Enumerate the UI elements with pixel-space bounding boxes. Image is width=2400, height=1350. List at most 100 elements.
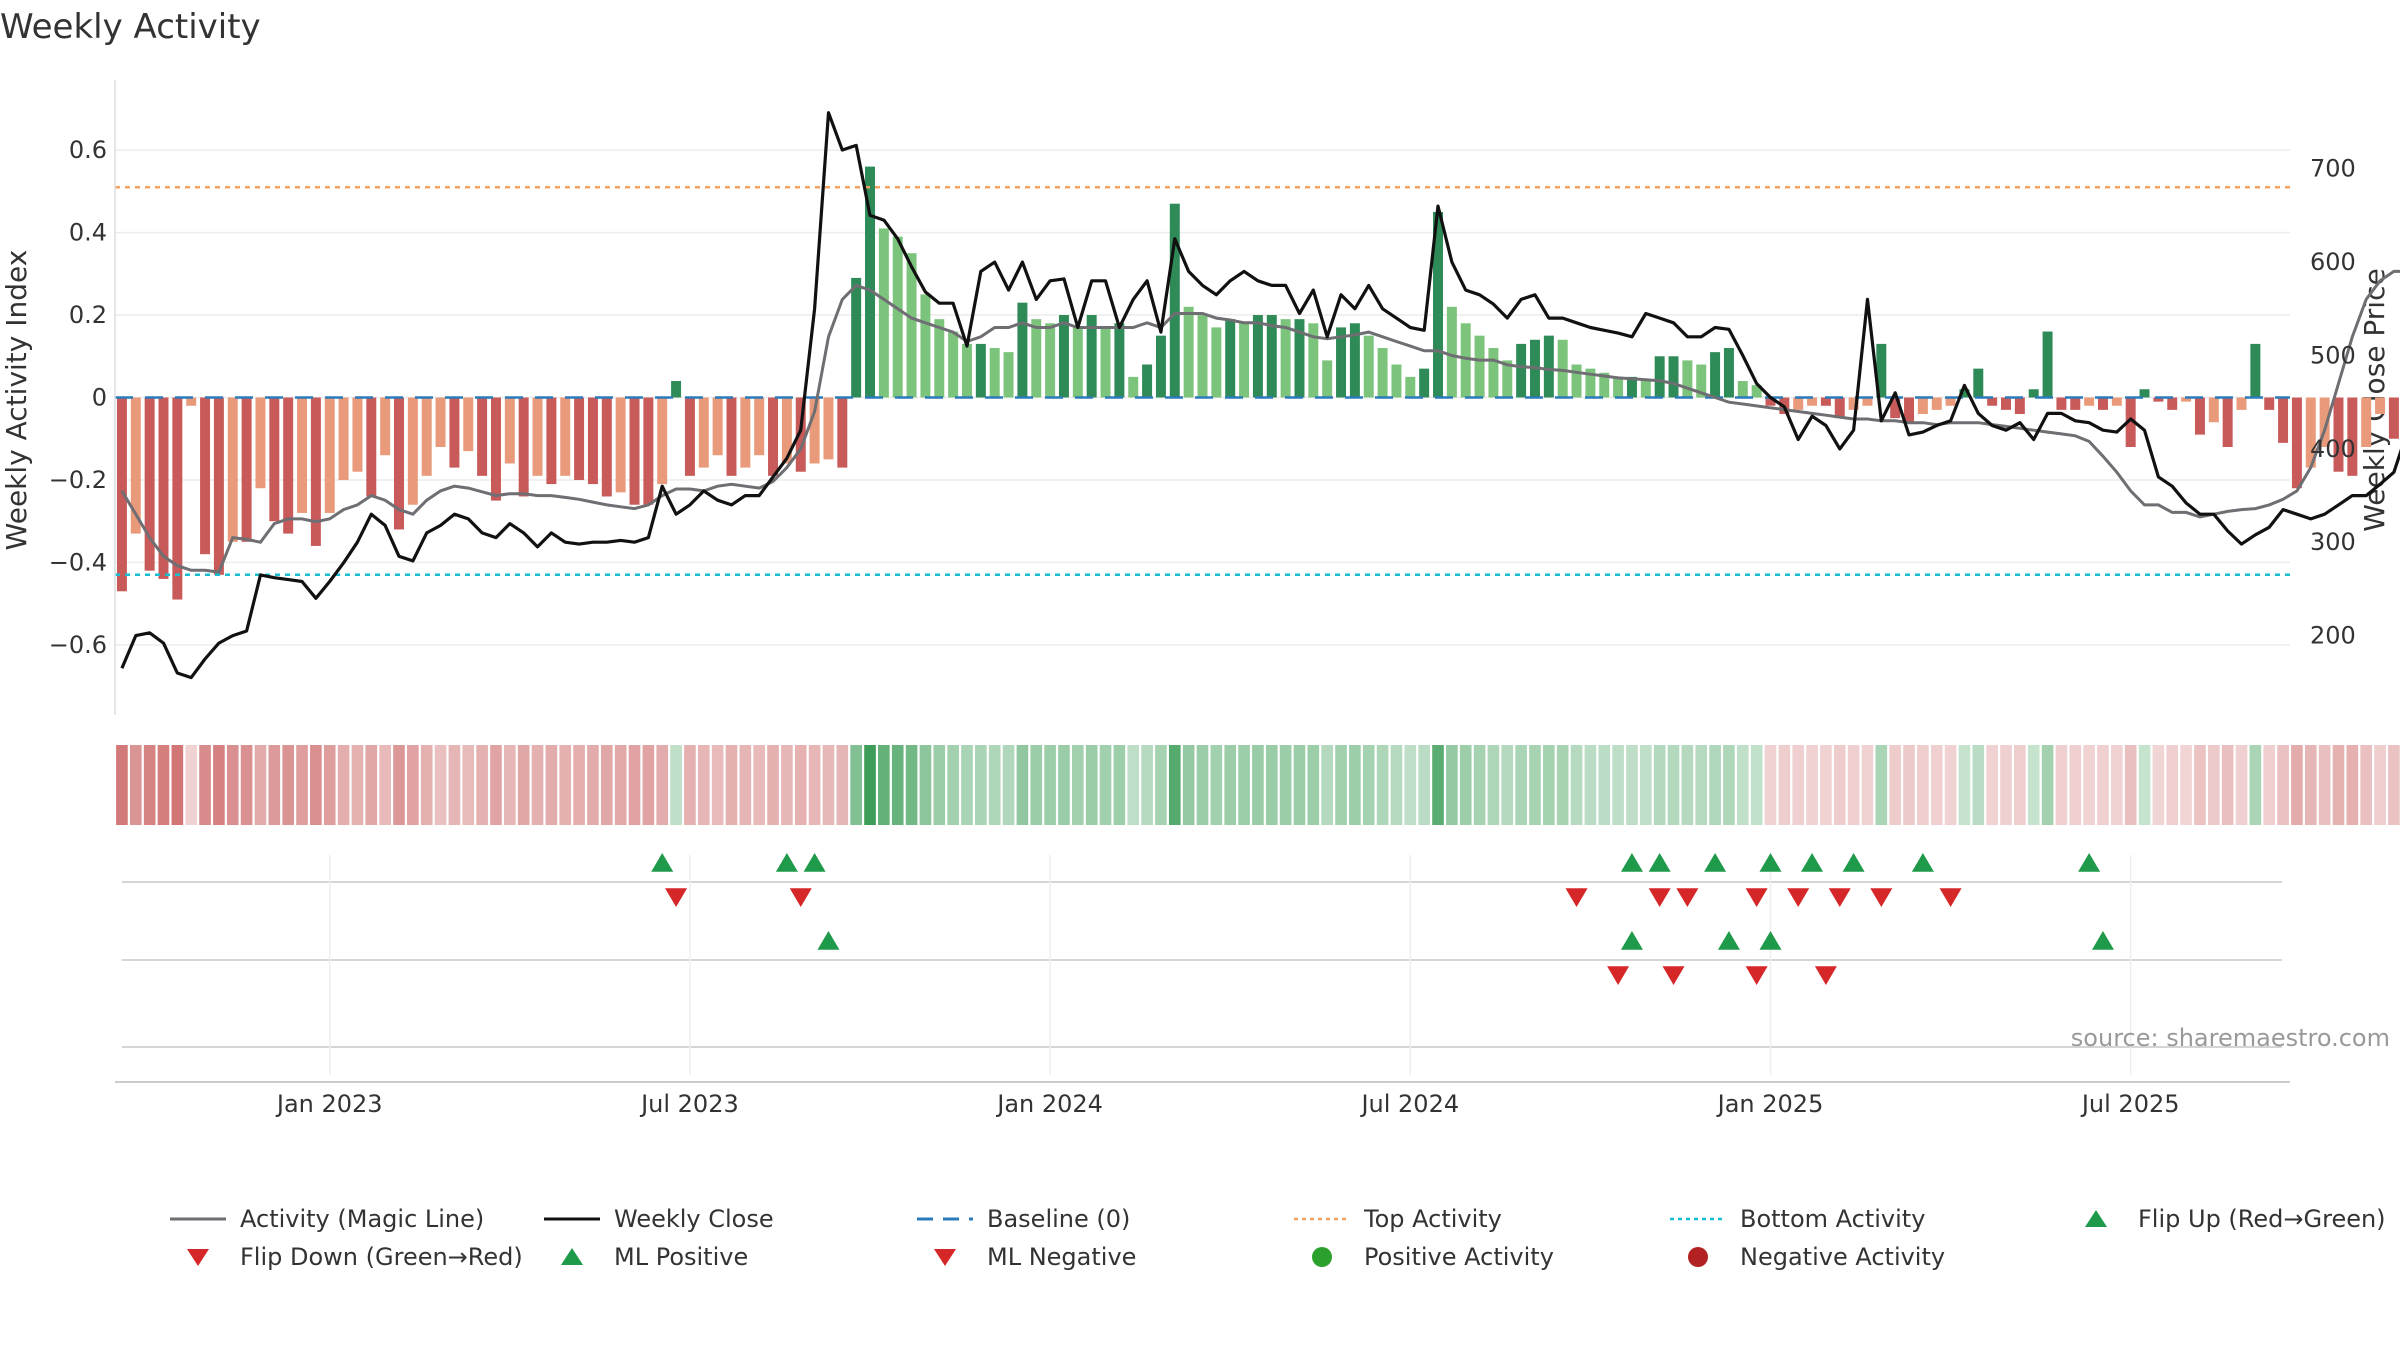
y-axis-label: Weekly Activity Index	[0, 250, 33, 551]
heat-cell	[1265, 745, 1278, 825]
activity-bar	[906, 253, 917, 398]
activity-bar	[2250, 343, 2261, 398]
activity-bar	[1045, 323, 1056, 398]
activity-bar	[1072, 327, 1083, 398]
activity-bar	[2097, 397, 2108, 410]
heat-cell	[1792, 745, 1805, 825]
heat-cell	[2277, 745, 2289, 825]
heat-cell	[1930, 745, 1943, 825]
heat-cell	[1709, 745, 1721, 825]
legend-swatch	[917, 1217, 973, 1221]
activity-bar	[2084, 397, 2095, 406]
activity-bar	[283, 397, 294, 534]
heat-cell	[1917, 745, 1929, 825]
heat-cell	[1515, 745, 1527, 825]
heat-cell	[2000, 745, 2012, 825]
activity-bar	[2194, 397, 2205, 435]
activity-bar	[1626, 376, 1637, 398]
heat-cell	[697, 745, 710, 825]
x-tick-label: Jan 2024	[995, 1090, 1103, 1118]
activity-bar	[1613, 376, 1624, 398]
heat-cell	[323, 745, 336, 825]
flip-up-marker	[1842, 853, 1865, 872]
legend-label: Top Activity	[1364, 1205, 1502, 1233]
activity-bar	[1017, 302, 1028, 398]
legend-swatch	[1688, 1247, 1708, 1267]
heat-cell	[767, 745, 779, 825]
activity-bar	[1225, 319, 1236, 398]
activity-bar	[1723, 348, 1734, 398]
heat-cell	[1099, 745, 1112, 825]
heat-cell	[1750, 745, 1763, 825]
x-tick-label: Jan 2025	[1716, 1090, 1824, 1118]
activity-bar	[2167, 397, 2178, 410]
activity-bar	[920, 294, 931, 398]
heat-cell	[185, 745, 198, 825]
heat-cell	[434, 745, 447, 825]
y2-tick-label: 600	[2310, 248, 2356, 276]
activity-bar	[1516, 343, 1527, 398]
legend-swatch	[544, 1217, 600, 1221]
legend-item: Flip Up (Red→Green)	[2066, 1205, 2386, 1233]
heat-cell	[988, 745, 1001, 825]
activity-bar	[172, 397, 183, 600]
legend-swatch-shape	[187, 1249, 209, 1266]
legend-label: Activity (Magic Line)	[240, 1205, 485, 1233]
heat-cell	[213, 745, 225, 825]
heat-cell	[739, 745, 752, 825]
activity-bar	[754, 397, 765, 456]
activity-bar	[1640, 381, 1651, 398]
heat-cell	[822, 745, 835, 825]
heat-cell	[2207, 745, 2220, 825]
activity-bar	[1142, 364, 1153, 398]
heat-cell	[2014, 745, 2026, 825]
heat-cell	[1030, 745, 1043, 825]
heat-cell	[504, 745, 516, 825]
legend-swatch-shape	[1688, 1247, 1708, 1267]
activity-bar	[366, 397, 377, 497]
heat-cell	[1667, 745, 1680, 825]
activity-bar	[615, 397, 626, 493]
heat-cell	[1847, 745, 1860, 825]
flip-down-marker	[1939, 888, 1962, 907]
heat-cell	[2388, 745, 2400, 825]
activity-bar	[601, 397, 612, 497]
activity-bar	[1668, 356, 1679, 398]
heat-cell	[2318, 745, 2331, 825]
activity-bar	[1876, 343, 1887, 398]
legend-label: Flip Down (Green→Red)	[240, 1243, 523, 1271]
x-tick-label: Jul 2023	[639, 1090, 739, 1118]
x-tick-label: Jan 2023	[275, 1090, 383, 1118]
heat-cell	[781, 745, 793, 825]
heat-cell	[1349, 745, 1361, 825]
activity-bar	[1474, 335, 1485, 398]
legend-label: ML Negative	[987, 1243, 1137, 1271]
activity-bar	[2125, 397, 2136, 447]
activity-bar	[532, 397, 543, 476]
heat-cell	[365, 745, 378, 825]
heat-cell	[1861, 745, 1874, 825]
legend-label: Negative Activity	[1740, 1243, 1946, 1271]
heat-cell	[1321, 745, 1333, 825]
flip-down-marker	[1870, 888, 1893, 907]
legend-swatch	[2085, 1210, 2107, 1227]
activity-bar	[241, 397, 252, 542]
flip-up-marker	[1648, 853, 1671, 872]
activity-bar	[809, 397, 820, 464]
heat-cell	[1141, 745, 1153, 825]
activity-bar	[1987, 397, 1998, 406]
legend-swatch	[1294, 1217, 1350, 1221]
heat-cell	[1778, 745, 1791, 825]
heat-cell	[2291, 745, 2303, 825]
legend-item: Baseline (0)	[915, 1205, 1130, 1233]
legend-swatch-shape	[1312, 1247, 1332, 1267]
activity-bar	[518, 397, 529, 497]
activity-bar	[837, 397, 848, 468]
heat-cell	[1182, 745, 1195, 825]
activity-bar	[421, 397, 432, 476]
heat-cell	[905, 745, 918, 825]
chart-legend: Activity (Magic Line) Weekly Close Baselin…	[0, 1205, 2400, 1285]
heat-cell	[1833, 745, 1846, 825]
activity-bar	[560, 397, 571, 476]
legend-item: Weekly Close	[542, 1205, 774, 1233]
